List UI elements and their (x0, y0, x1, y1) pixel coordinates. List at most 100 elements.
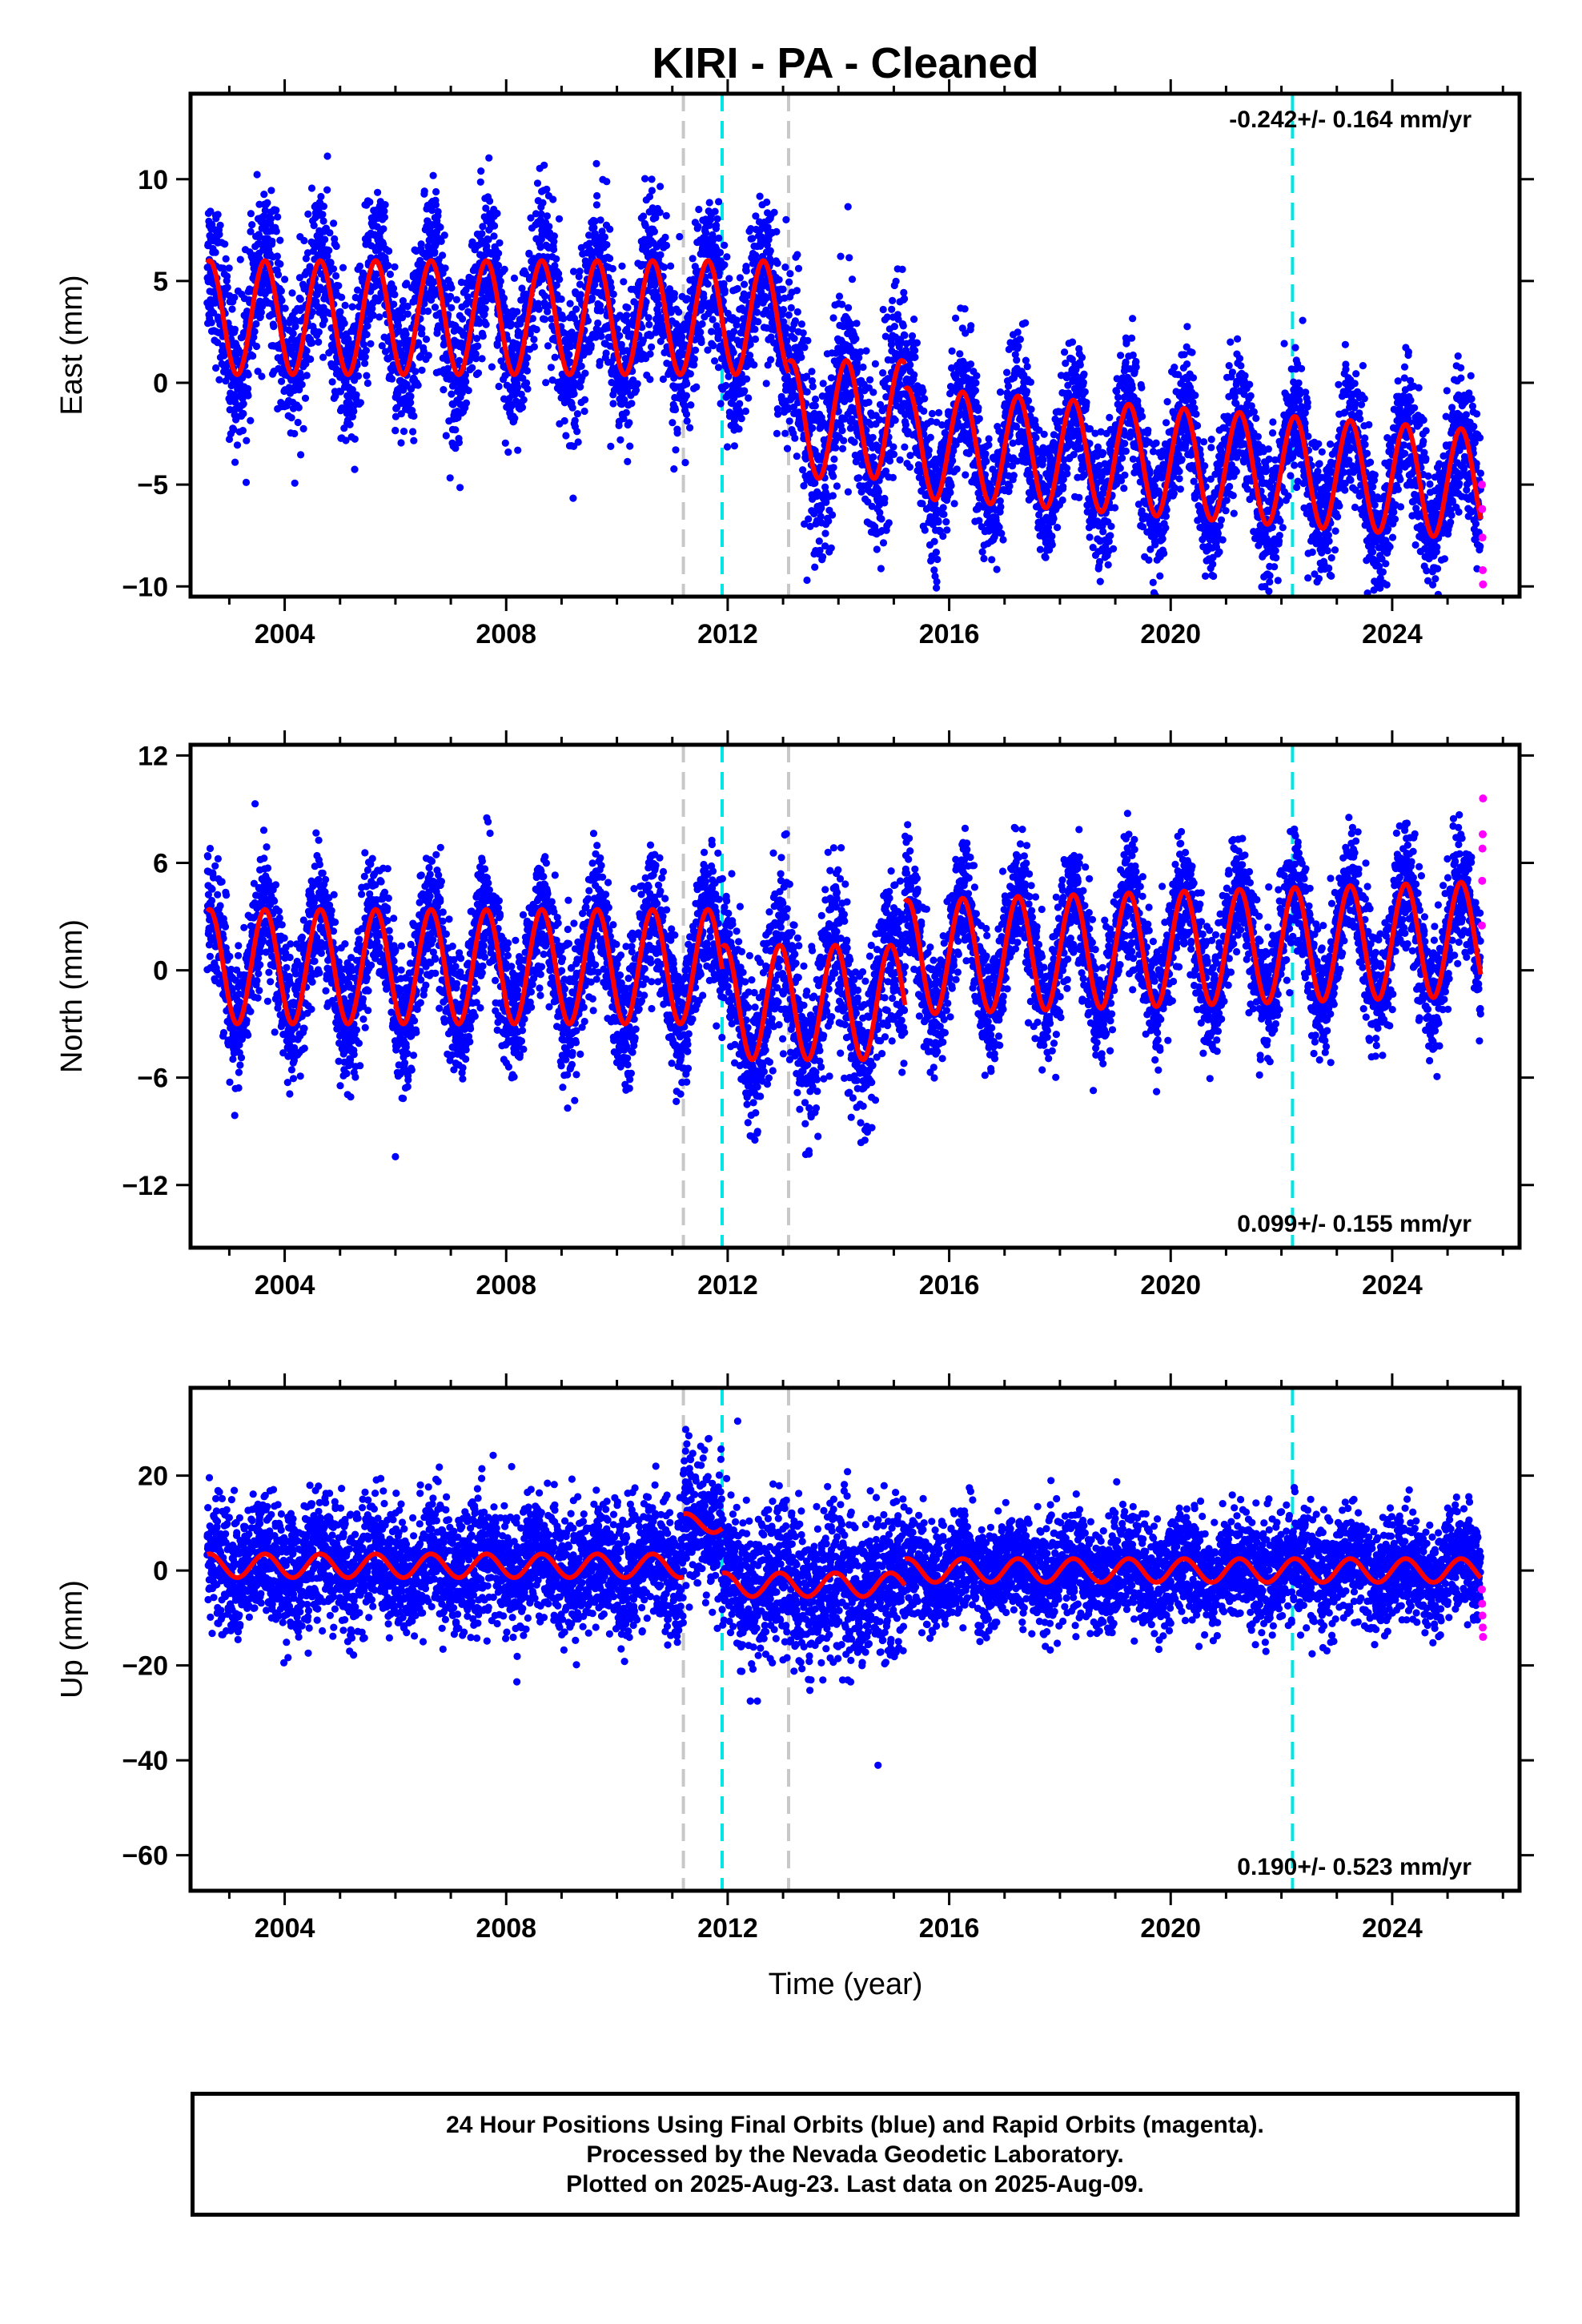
data-point (288, 289, 296, 297)
data-point (811, 395, 820, 404)
data-point (662, 241, 671, 250)
data-point (645, 320, 653, 328)
data-point (859, 363, 867, 372)
data-point (773, 429, 781, 438)
data-point (352, 391, 360, 399)
data-point (829, 472, 837, 480)
data-point (838, 300, 846, 308)
data-point (361, 353, 369, 361)
data-point (852, 335, 860, 343)
data-point (431, 248, 439, 256)
data-point (844, 203, 852, 211)
data-point (523, 367, 532, 375)
data-point (952, 314, 960, 322)
data-point (247, 210, 255, 218)
figure-title: KIRI - PA - Cleaned (652, 39, 1038, 87)
data-point (974, 404, 982, 412)
data-point (840, 436, 848, 444)
data-point (557, 295, 565, 304)
data-point (626, 442, 634, 450)
data-point (762, 380, 770, 388)
data-point (439, 251, 447, 259)
data-point (386, 270, 394, 279)
data-point (494, 261, 503, 270)
data-point (408, 406, 416, 415)
data-point (420, 187, 428, 195)
data-point (628, 400, 636, 408)
data-point (495, 249, 503, 257)
data-point (877, 515, 885, 523)
data-point (770, 208, 778, 216)
data-point (801, 344, 809, 352)
data-point (291, 479, 299, 487)
data-point (260, 191, 268, 199)
data-point (689, 255, 697, 263)
data-point (600, 233, 609, 241)
data-point (640, 212, 648, 220)
data-point (791, 317, 800, 325)
data-point (829, 492, 837, 500)
data-point (709, 342, 717, 350)
data-point (350, 407, 358, 416)
data-point (1032, 433, 1040, 442)
data-point (646, 376, 654, 384)
data-point (1022, 356, 1030, 364)
data-point (670, 465, 678, 473)
data-point (704, 280, 712, 288)
data-point (380, 207, 388, 215)
data-point (391, 291, 399, 299)
data-point (379, 225, 387, 233)
data-point (428, 207, 436, 215)
data-point (239, 427, 247, 435)
data-point (901, 295, 909, 303)
data-point (440, 231, 448, 239)
data-point (391, 427, 400, 435)
data-point (550, 245, 558, 254)
data-point (1014, 342, 1022, 351)
data-point (440, 386, 448, 394)
data-point (756, 192, 764, 200)
data-point (544, 342, 552, 350)
data-point (782, 215, 790, 223)
data-point (552, 255, 560, 263)
data-point (1026, 378, 1034, 386)
data-point (272, 227, 280, 235)
data-point (948, 347, 956, 355)
data-point (1006, 482, 1014, 490)
data-point (332, 242, 340, 251)
data-point (774, 410, 782, 418)
data-point (424, 352, 432, 360)
data-point (422, 336, 431, 344)
data-point (906, 360, 914, 369)
data-point (683, 380, 691, 388)
data-point (947, 481, 955, 490)
data-point (723, 253, 731, 261)
data-point (301, 394, 310, 402)
data-point (219, 264, 227, 272)
data-point (281, 275, 289, 283)
data-point (225, 264, 233, 272)
data-point (721, 287, 729, 295)
data-point (720, 279, 728, 287)
data-point (485, 154, 493, 162)
data-point (879, 539, 888, 547)
data-point (889, 473, 897, 482)
data-point (250, 333, 258, 341)
data-point (215, 231, 223, 239)
data-point (999, 536, 1007, 544)
data-point (869, 388, 877, 396)
data-point (323, 186, 331, 194)
data-point (905, 463, 913, 471)
data-point (786, 270, 794, 278)
data-point (616, 436, 624, 444)
data-point (551, 353, 559, 361)
data-point (560, 315, 568, 323)
data-point (532, 325, 540, 334)
data-point (673, 429, 681, 437)
data-point (950, 500, 958, 508)
data-point (328, 378, 336, 386)
data-point (742, 267, 750, 275)
data-point (1039, 456, 1047, 464)
data-point (717, 400, 725, 408)
data-point (730, 442, 739, 450)
